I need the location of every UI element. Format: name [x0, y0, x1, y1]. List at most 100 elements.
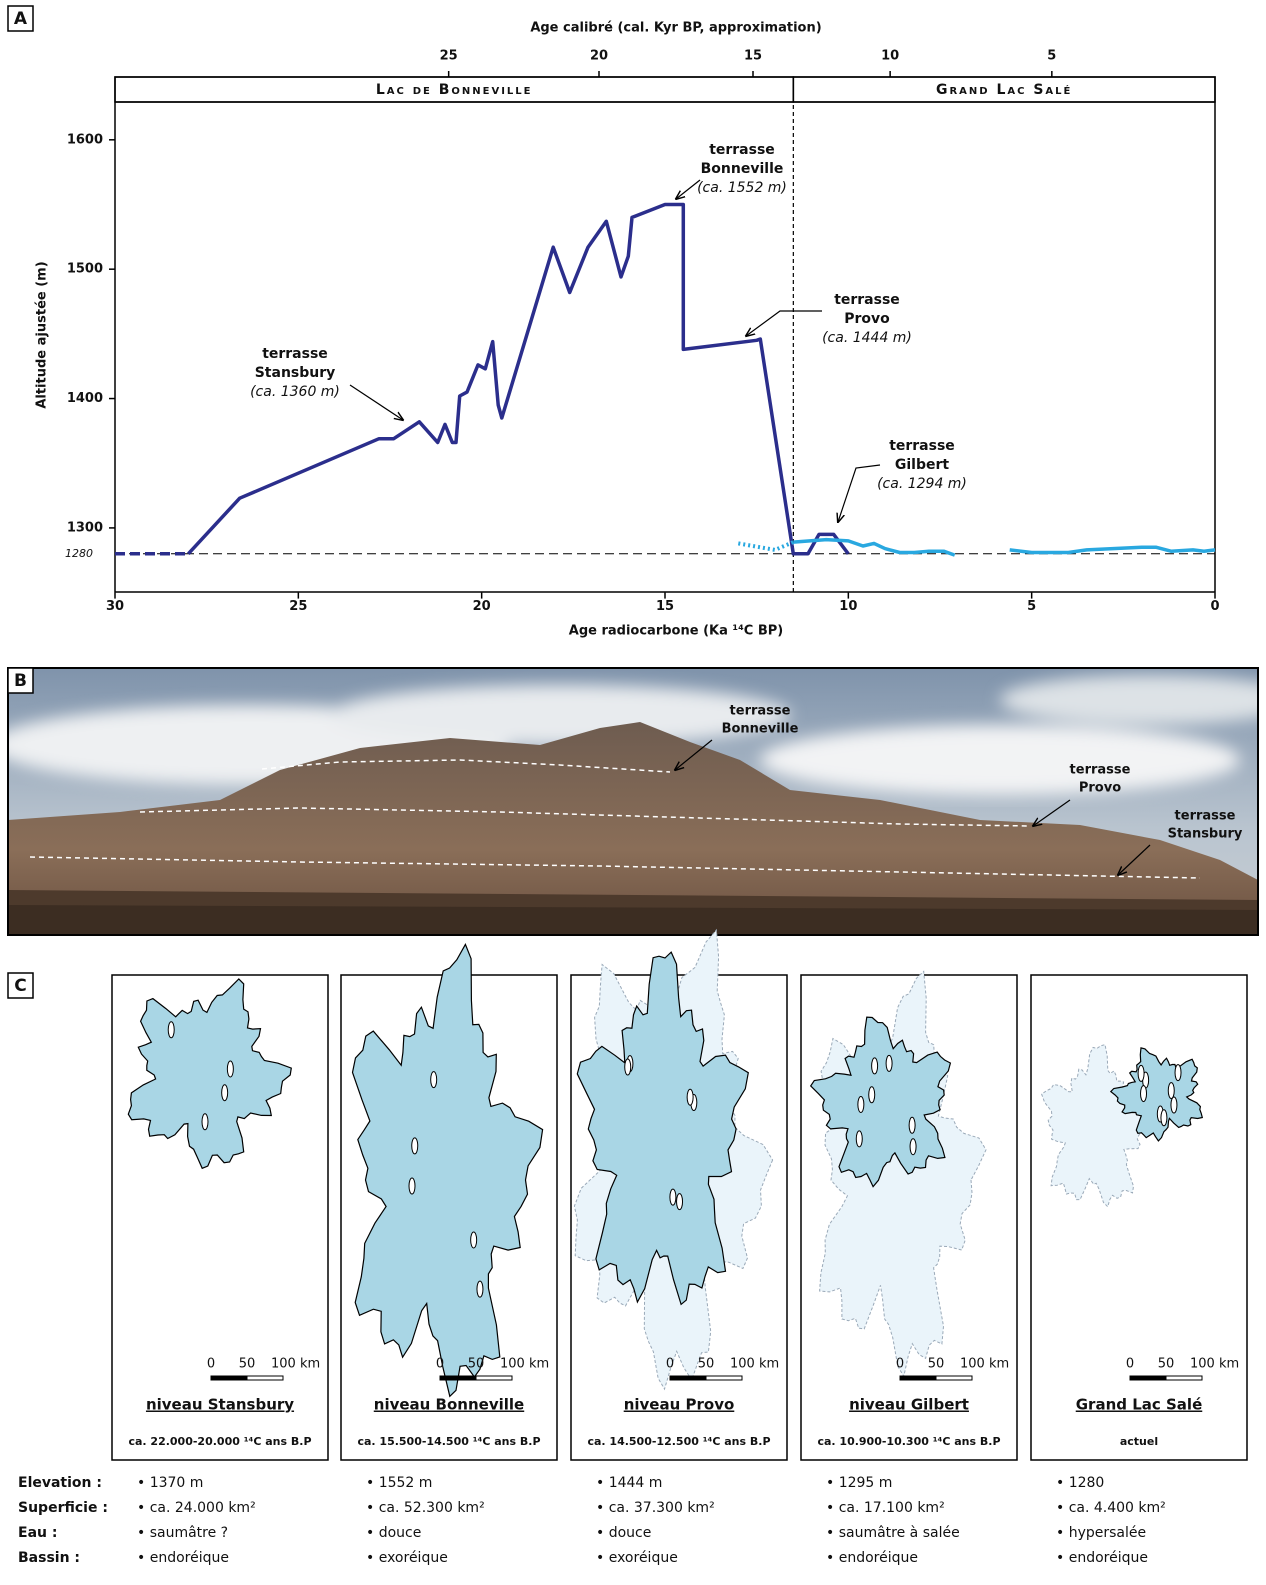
island — [1167, 1082, 1175, 1100]
map-fact: • exoréique — [596, 1550, 678, 1566]
y-tick-label: 1500 — [67, 262, 103, 277]
island — [408, 1177, 416, 1195]
cloud — [760, 725, 1240, 795]
island — [855, 1130, 863, 1148]
scale-label: 0 — [666, 1357, 674, 1372]
scale-label: 100 km — [500, 1357, 549, 1372]
island — [686, 1088, 694, 1106]
series-line — [737, 540, 795, 552]
period-band — [792, 76, 1216, 103]
island — [669, 1188, 677, 1206]
photo-label: Provo — [1079, 781, 1121, 796]
island — [676, 1193, 684, 1211]
annotation: Gilbert — [895, 457, 950, 473]
map-fact: • saumâtre ? — [137, 1525, 228, 1541]
annotation: terrasse — [262, 346, 328, 362]
island — [1140, 1085, 1148, 1103]
photo-frame — [7, 667, 1259, 936]
island — [221, 1084, 229, 1102]
map-fact: • 1280 — [1056, 1475, 1104, 1491]
scale-label: 50 — [698, 1357, 715, 1372]
scale-label: 0 — [1126, 1357, 1134, 1372]
annotation: Provo — [844, 311, 890, 327]
map-fact: • endoréique — [826, 1550, 918, 1566]
photo-label: terrasse — [1070, 763, 1131, 778]
scale-bar — [899, 1375, 937, 1381]
map-subtitle: actuel — [1120, 1435, 1158, 1448]
mountain — [8, 722, 1258, 935]
annotation-arrow — [676, 179, 701, 199]
map-box — [1030, 974, 1248, 1461]
map-box — [111, 974, 329, 1461]
top-tick-label: 20 — [590, 49, 608, 64]
y-tick-label: 1600 — [67, 132, 103, 147]
island — [201, 1113, 209, 1131]
x-tick-label: 25 — [289, 599, 307, 614]
scale-bar — [1165, 1375, 1203, 1381]
map-fact: • 1444 m — [596, 1475, 662, 1491]
island — [1170, 1096, 1178, 1114]
scale-label: 0 — [896, 1357, 904, 1372]
x-tick-label: 30 — [106, 599, 124, 614]
row-label: Eau : — [18, 1525, 57, 1541]
scale-label: 100 km — [1190, 1357, 1239, 1372]
annotation-note: (ca. 1444 m) — [822, 330, 912, 346]
y-axis-title: Altitude ajustée (m) — [35, 261, 50, 408]
map-fact: • hypersalée — [1056, 1525, 1146, 1541]
top-tick-label: 5 — [1047, 49, 1056, 64]
series-line — [187, 202, 850, 556]
reference-label: 1280 — [65, 547, 93, 560]
x-tick-label: 10 — [839, 599, 857, 614]
cloud — [330, 685, 790, 745]
map-title: niveau Stansbury — [146, 1396, 294, 1414]
y-tick-label: 1400 — [67, 391, 103, 406]
arrow — [1118, 844, 1151, 875]
island — [226, 1060, 234, 1078]
annotation: terrasse — [709, 142, 775, 158]
row-label: Bassin : — [18, 1550, 80, 1566]
map-subtitle: ca. 10.900-10.300 ¹⁴C ans B.P — [817, 1435, 1000, 1448]
map-subtitle: ca. 15.500-14.500 ¹⁴C ans B.P — [357, 1435, 540, 1448]
photo: B terrasse Bonneville terrasse Provo ter… — [7, 667, 1259, 936]
arrow — [675, 739, 713, 770]
map-fact: • douce — [596, 1525, 651, 1541]
lake — [127, 978, 292, 1170]
annotation-arrow — [349, 384, 403, 420]
former-lake-outline — [819, 970, 987, 1378]
annotation: terrasse — [834, 292, 900, 308]
scale-bar — [439, 1375, 477, 1381]
cloud — [1000, 675, 1258, 725]
panel-label: B — [14, 671, 27, 691]
lake — [576, 951, 749, 1306]
photo-label: terrasse — [1175, 809, 1236, 824]
map-subtitle: ca. 14.500-12.500 ¹⁴C ans B.P — [587, 1435, 770, 1448]
island — [476, 1280, 484, 1298]
scale-bar — [705, 1375, 743, 1381]
annotation-note: (ca. 1294 m) — [877, 476, 967, 492]
maps: 0 50 100 km niveau Stansbury ca. 22.000-20.0… — [18, 928, 1248, 1566]
annotation-arrow — [838, 464, 881, 522]
panel-label-box — [7, 667, 34, 694]
island — [624, 1058, 632, 1076]
scale-label: 0 — [436, 1357, 444, 1372]
map-fact: • exoréique — [366, 1550, 448, 1566]
island — [1160, 1109, 1168, 1127]
annotation: Stansbury — [255, 365, 336, 381]
x-tick-label: 5 — [1027, 599, 1036, 614]
foreground — [8, 905, 1258, 935]
map-fact: • ca. 37.300 km² — [596, 1500, 715, 1516]
x-tick-label: 20 — [473, 599, 491, 614]
top-tick-label: 15 — [744, 49, 762, 64]
scale-bar — [210, 1375, 248, 1381]
terrace-line — [29, 856, 1201, 879]
map-fact: • endoréique — [137, 1550, 229, 1566]
island — [1137, 1064, 1145, 1082]
island — [411, 1137, 419, 1155]
top-axis-title: Age calibré (cal. Kyr BP, approximation) — [530, 21, 821, 36]
terrace-line — [139, 807, 1031, 827]
annotation-note: (ca. 1360 m) — [250, 384, 340, 400]
top-tick-label: 25 — [440, 49, 458, 64]
island — [167, 1021, 175, 1039]
photo-image — [8, 668, 1258, 935]
photo-label: Stansbury — [1168, 827, 1243, 842]
